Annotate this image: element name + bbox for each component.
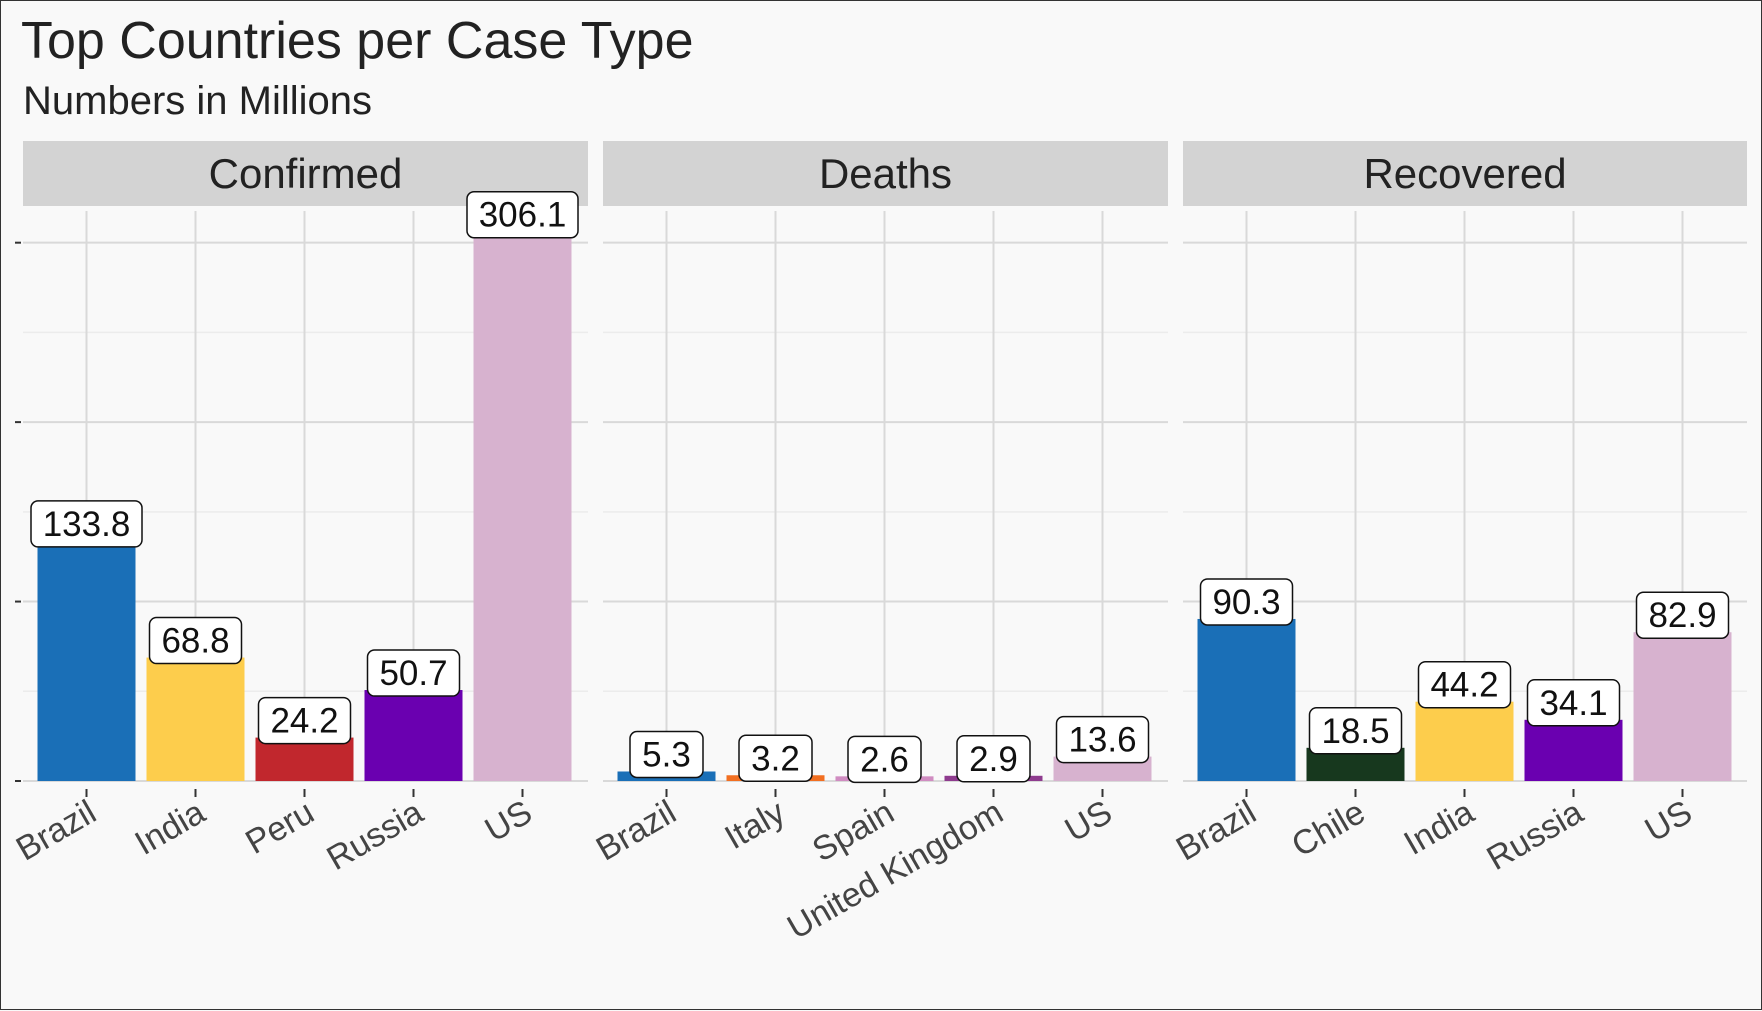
- data-label-box: [847, 735, 922, 784]
- panel-deaths: Deaths5.3Brazil3.2Italy2.6Spain2.9United…: [590, 141, 1168, 947]
- data-label-box: [1199, 578, 1294, 626]
- data-label-box: [629, 730, 704, 779]
- x-tick-label: India: [1398, 793, 1481, 863]
- x-tick-label: Russia: [1480, 793, 1589, 878]
- data-label: 18.5: [1321, 712, 1389, 751]
- x-tick-label: United Kingdom: [781, 793, 1010, 947]
- data-label-box: [1308, 707, 1403, 755]
- data-label: 34.1: [1539, 684, 1607, 723]
- x-tick-label: Russia: [320, 793, 429, 878]
- data-label-box: [257, 696, 352, 745]
- data-label-box: [1635, 591, 1730, 639]
- x-tick-label: Brazil: [10, 793, 103, 868]
- panel-recovered: Recovered 90.3 Brazil 18.5 Chile 44.2 India 34.…: [1170, 141, 1747, 878]
- data-label-box: [148, 616, 243, 665]
- bar-brazil: [37, 540, 136, 781]
- x-tick-label: Chile: [1285, 793, 1371, 865]
- x-tick-label: US: [1059, 793, 1119, 850]
- data-label-box: [738, 734, 813, 783]
- data-label-box: [466, 190, 579, 239]
- data-label-box: [1526, 679, 1621, 727]
- bar-russia: [364, 690, 463, 781]
- chart-subtitle: Numbers in Millions: [23, 79, 372, 123]
- data-label: 306.1: [479, 196, 567, 235]
- data-label: 13.6: [1068, 721, 1136, 760]
- data-label: 5.3: [642, 735, 691, 774]
- bar-brazil: [1197, 618, 1296, 781]
- data-label: 2.9: [969, 740, 1018, 779]
- data-label-box: [30, 500, 143, 548]
- bar-india: [1415, 701, 1514, 781]
- facet-label: Recovered: [1363, 150, 1566, 197]
- bar-us: [1633, 632, 1732, 781]
- data-label-box: [956, 735, 1031, 783]
- data-label: 68.8: [161, 622, 229, 661]
- facet-strip: [1183, 141, 1747, 206]
- data-label: 24.2: [270, 702, 338, 741]
- data-label: 50.7: [379, 654, 447, 693]
- facet-strip: [603, 141, 1168, 206]
- data-label: 82.9: [1648, 596, 1716, 635]
- bar-us: [473, 231, 572, 782]
- facet-label: Confirmed: [209, 150, 403, 197]
- bar-russia: [1524, 719, 1623, 781]
- x-tick-label: Peru: [239, 793, 320, 862]
- bar-peru: [255, 737, 354, 781]
- data-label: 133.8: [43, 505, 131, 544]
- x-tick-label: US: [1639, 793, 1699, 850]
- facet-label: Deaths: [819, 150, 952, 197]
- panel-confirmed: Confirmed 133.8 Brazil 68.8 India 24.2 Peru 50.…: [10, 141, 588, 878]
- x-tick-label: Brazil: [1170, 793, 1263, 868]
- x-tick-label: Brazil: [590, 793, 683, 868]
- x-tick-label: India: [129, 793, 212, 863]
- bar-india: [146, 657, 245, 781]
- data-label: 90.3: [1212, 583, 1280, 622]
- data-label-box: [1417, 660, 1512, 709]
- data-label: 3.2: [751, 739, 800, 778]
- data-label: 2.6: [860, 740, 909, 779]
- data-label-box: [366, 649, 461, 697]
- data-label: 44.2: [1430, 666, 1498, 705]
- x-tick-label: Italy: [718, 793, 791, 857]
- chart-title: Top Countries per Case Type: [21, 12, 694, 70]
- data-label-box: [1055, 715, 1150, 764]
- x-tick-label: US: [479, 793, 539, 850]
